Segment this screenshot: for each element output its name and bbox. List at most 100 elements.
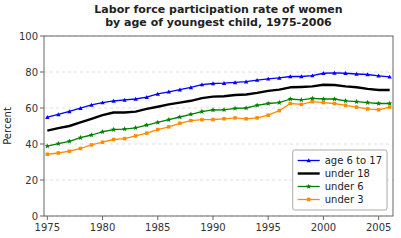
point: [232, 106, 237, 111]
point: [387, 101, 392, 106]
point: [145, 95, 149, 99]
point: [321, 96, 326, 101]
point: [343, 71, 347, 75]
legend: age 6 to 17under 18under 6under 3: [293, 150, 387, 210]
point: [79, 147, 83, 151]
tick: [40, 216, 44, 217]
point: [332, 71, 336, 75]
point: [277, 76, 281, 80]
point: [233, 80, 237, 84]
point: [46, 153, 50, 157]
legend-label: under 3: [325, 194, 364, 205]
point: [366, 107, 370, 111]
point: [254, 102, 259, 107]
tick-label: 2000: [311, 222, 336, 233]
tick: [40, 180, 44, 181]
point: [57, 151, 61, 155]
point: [156, 128, 160, 132]
point: [167, 90, 171, 94]
point: [134, 134, 138, 138]
point: [210, 107, 215, 112]
point: [101, 140, 105, 144]
point: [144, 122, 149, 127]
point: [112, 138, 116, 142]
legend-label: under 18: [325, 168, 370, 179]
point: [67, 109, 71, 113]
point: [289, 102, 293, 106]
point: [133, 97, 137, 101]
point: [68, 149, 72, 153]
point: [277, 109, 281, 113]
point: [178, 87, 182, 91]
point: [56, 112, 60, 116]
point: [133, 125, 138, 130]
tick: [102, 216, 103, 220]
point: [321, 71, 325, 75]
point: [299, 97, 304, 102]
point: [222, 81, 226, 85]
tick-label: 80: [25, 67, 38, 78]
series-line: [47, 85, 389, 131]
point: [211, 81, 215, 85]
tick: [378, 216, 379, 220]
tick: [40, 72, 44, 73]
legend-label: under 6: [325, 181, 364, 192]
grid-line: [44, 108, 393, 109]
point: [355, 105, 359, 109]
point: [78, 135, 83, 140]
point: [365, 72, 369, 76]
point: [221, 107, 226, 112]
point: [177, 114, 182, 119]
point: [244, 80, 248, 84]
point: [377, 108, 381, 112]
legend-swatch: [298, 172, 320, 174]
point: [244, 117, 248, 121]
point: [122, 126, 127, 131]
point: [266, 77, 270, 81]
tick-label: 2005: [366, 222, 391, 233]
point: [199, 109, 204, 114]
point: [166, 117, 171, 122]
plot-area: [45, 71, 393, 156]
tick-label: 1980: [90, 222, 115, 233]
tick-label: 1995: [255, 222, 280, 233]
point: [265, 101, 270, 106]
tick-label: 1990: [200, 222, 225, 233]
legend-box: [293, 150, 387, 210]
tick: [268, 216, 269, 220]
point: [100, 100, 104, 104]
point: [78, 106, 82, 110]
title: Labor force participation rate of womenb…: [94, 3, 342, 29]
legend-marker: [306, 184, 311, 189]
point: [211, 118, 215, 122]
point: [333, 102, 337, 106]
plot-frame: [44, 36, 393, 216]
series-line: [47, 98, 389, 146]
point: [222, 117, 226, 121]
point: [155, 120, 160, 125]
tick-label: 40: [25, 139, 38, 150]
tick-label: 0: [32, 211, 38, 222]
point: [311, 100, 315, 104]
point: [189, 85, 193, 89]
tick-label: 60: [25, 103, 38, 114]
point: [200, 118, 204, 122]
point: [111, 99, 115, 103]
point: [277, 100, 282, 105]
chart: Labor force participation rate of womenb…: [0, 0, 401, 238]
point: [388, 105, 392, 109]
point: [122, 98, 126, 102]
point: [167, 125, 171, 129]
point: [343, 98, 348, 103]
point: [243, 105, 248, 110]
point: [233, 116, 237, 120]
point: [332, 96, 337, 101]
tick-label: 20: [25, 175, 38, 186]
point: [300, 103, 304, 107]
point: [178, 122, 182, 126]
tick-label: 1985: [145, 222, 170, 233]
point: [56, 141, 61, 146]
point: [89, 103, 93, 107]
tick-label: 100: [19, 31, 38, 42]
point: [156, 92, 160, 96]
